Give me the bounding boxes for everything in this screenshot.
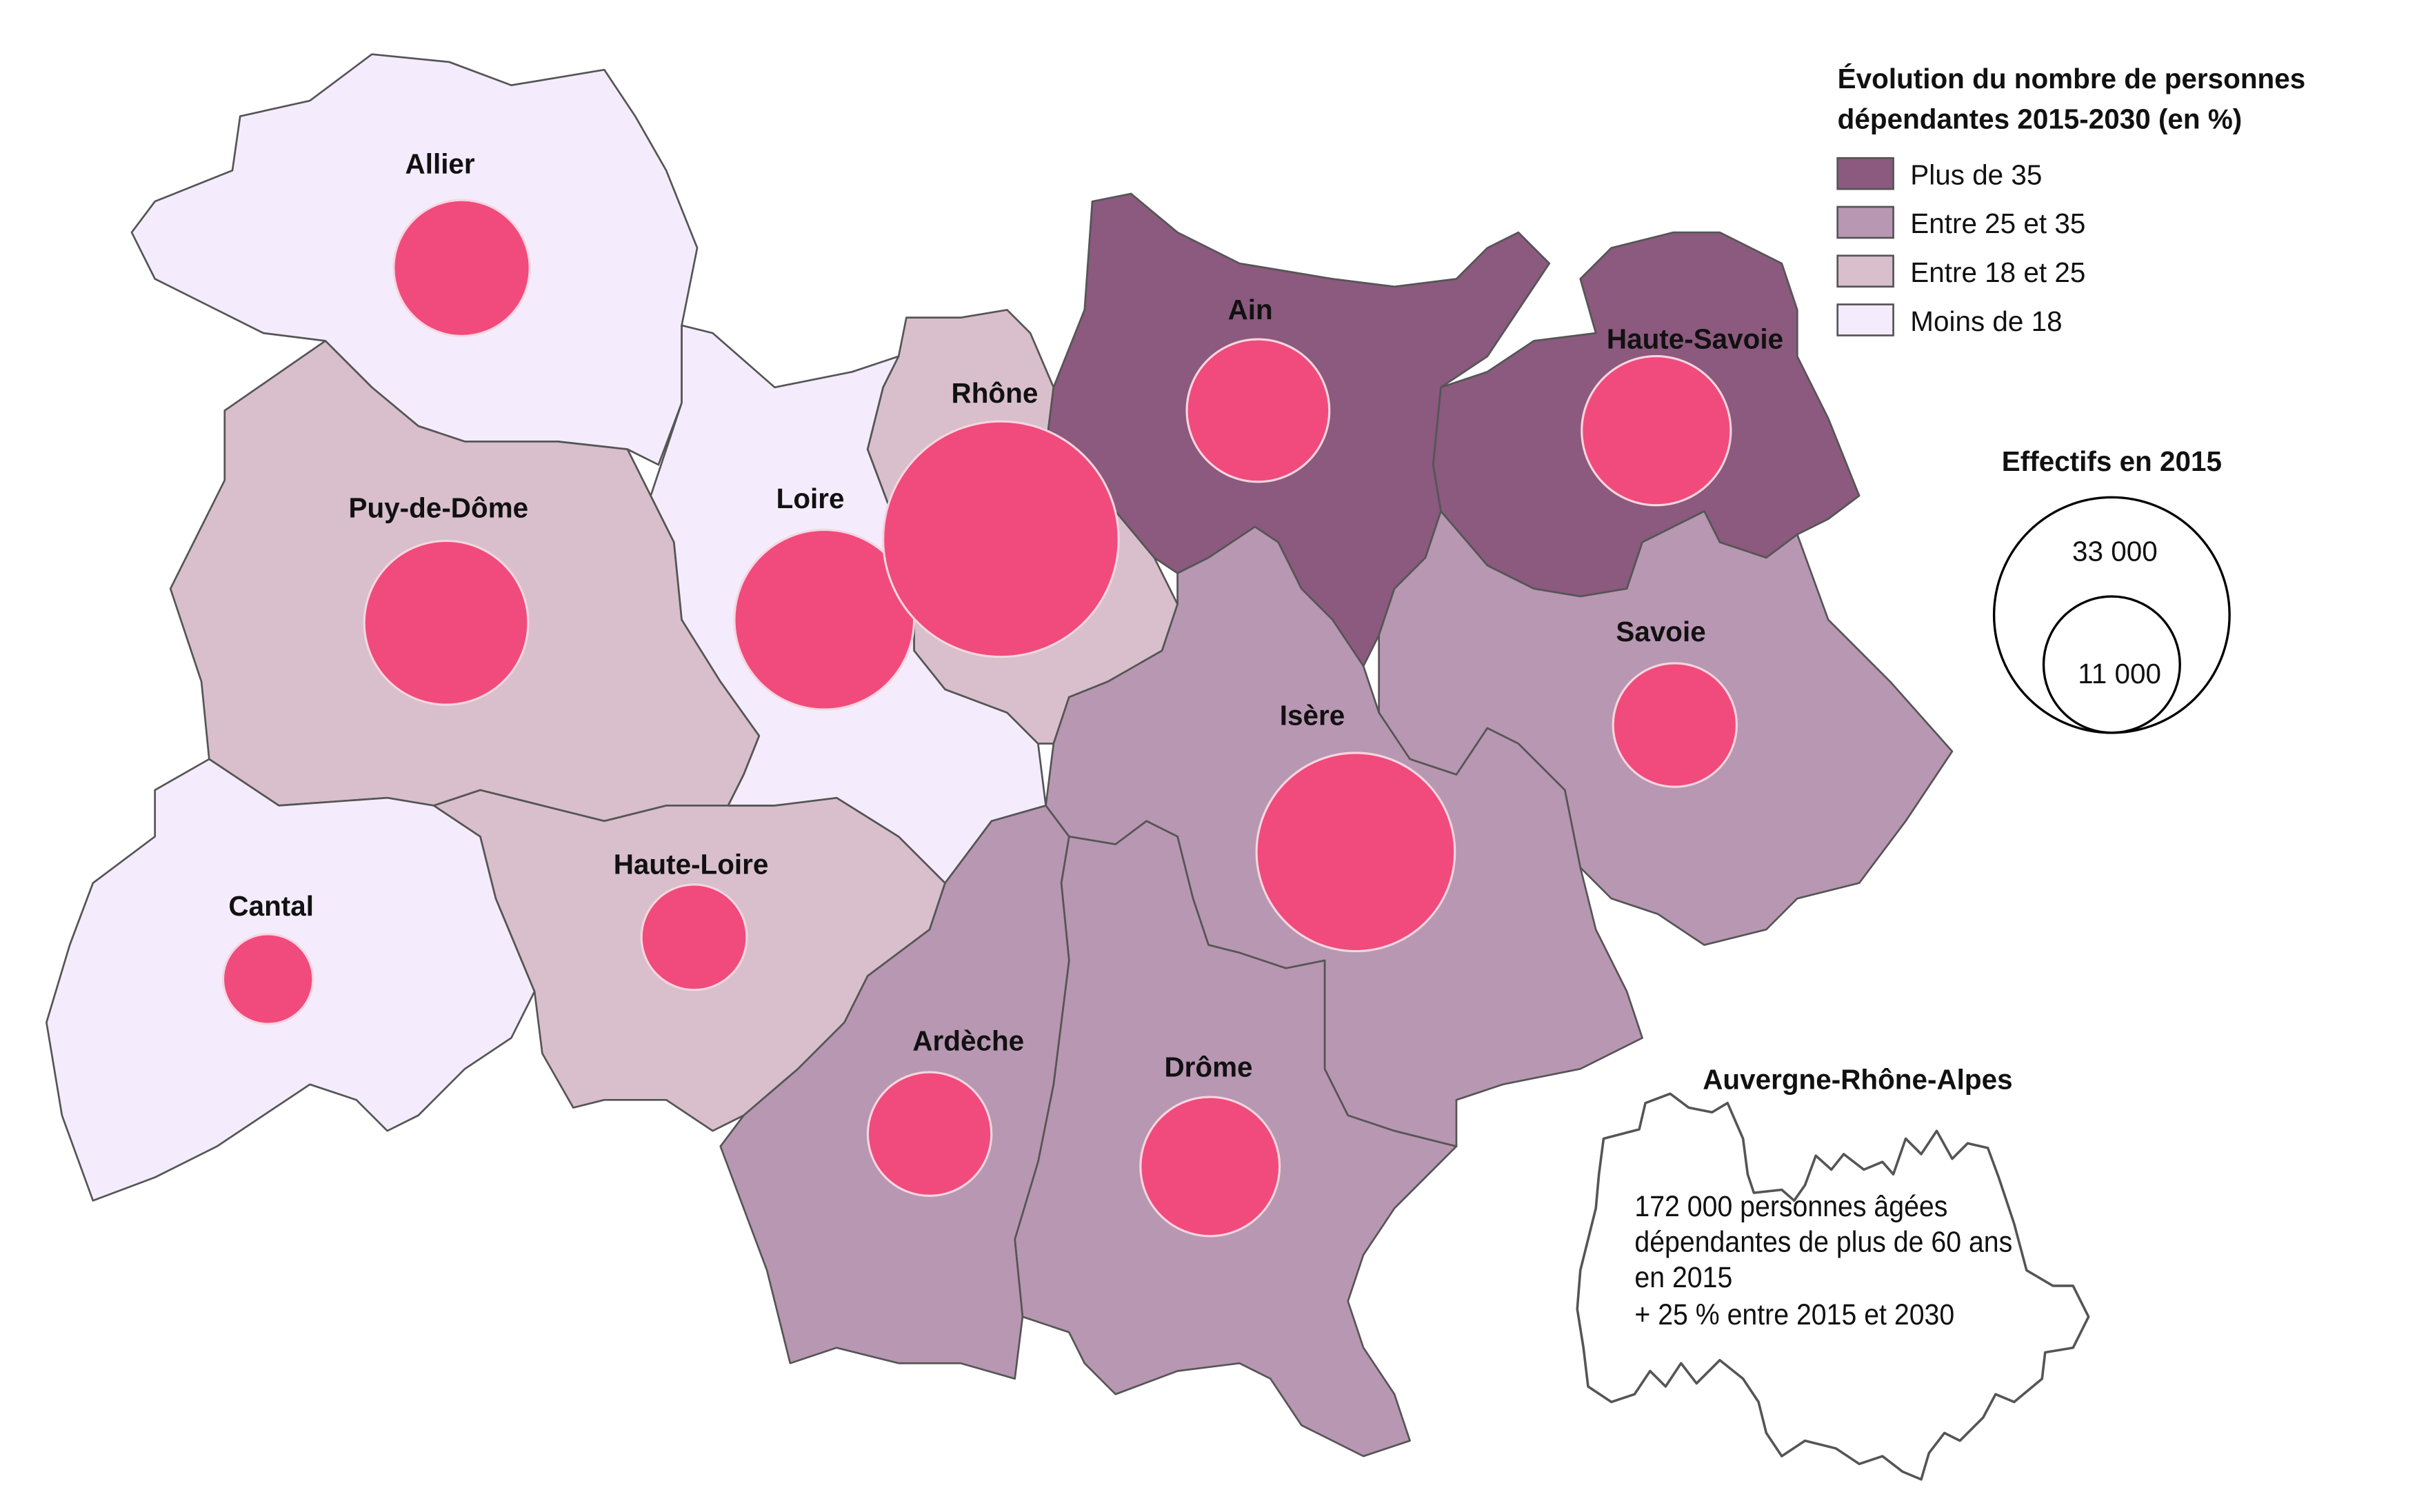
bubbles-layer	[221, 199, 1738, 1238]
color-legend: Évolution du nombre de personnes dépenda…	[1836, 63, 2306, 337]
department-label-loire: Loire	[776, 483, 845, 514]
size-legend: Effectifs en 2015 33 000 11 000	[1992, 445, 2231, 734]
legend-label: Entre 25 et 35	[1910, 208, 2085, 239]
bubble-isere	[1255, 752, 1456, 953]
size-legend-title: Effectifs en 2015	[2002, 445, 2222, 477]
inset-line-2: dépendantes de plus de 60 ans	[1634, 1225, 2012, 1258]
legend-swatch	[1836, 254, 1894, 288]
bubble-ardeche	[866, 1071, 993, 1197]
size-legend-large-label: 33 000	[2072, 535, 2158, 567]
bubble-hloire	[640, 883, 748, 991]
department-label-hsavoie: Haute-Savoie	[1607, 323, 1783, 355]
legend-swatch	[1836, 205, 1894, 239]
inset-title: Auvergne-Rhône-Alpes	[1703, 1064, 2012, 1096]
department-label-hloire: Haute-Loire	[614, 848, 769, 880]
bubble-ain	[1185, 338, 1331, 483]
legend-label: Entre 18 et 25	[1910, 256, 2085, 288]
legend-swatch	[1836, 157, 1894, 190]
inset-line-4: + 25 % entre 2015 et 2030	[1634, 1298, 1954, 1331]
department-label-rhone: Rhône	[952, 377, 1039, 409]
department-label-allier: Allier	[405, 148, 475, 180]
bubble-allier	[392, 199, 531, 337]
bubble-puy	[363, 539, 530, 706]
bubble-hsavoie	[1581, 355, 1732, 507]
department-label-puy: Puy-de-Dôme	[349, 492, 529, 523]
bubble-rhone	[882, 420, 1120, 658]
department-label-isere: Isère	[1280, 700, 1345, 732]
size-legend-small-circle	[2042, 595, 2181, 734]
labels-layer: Allier Puy-de-Dôme Cantal Haute-Loire Loire R…	[228, 148, 1783, 1083]
bubble-savoie	[1612, 662, 1738, 788]
size-legend-large-circle	[1992, 496, 2231, 734]
department-label-savoie: Savoie	[1616, 616, 1705, 647]
region-inset: Auvergne-Rhône-Alpes 172 000 personnes â…	[1576, 1064, 2090, 1481]
legend-label: Plus de 35	[1910, 159, 2042, 190]
legend-title-line1: Évolution du nombre de personnes	[1838, 63, 2306, 94]
legend-label: Moins de 18	[1910, 305, 2062, 337]
department-label-drome: Drôme	[1164, 1051, 1252, 1083]
bubble-drome	[1139, 1096, 1281, 1238]
bubble-cantal	[221, 933, 314, 1025]
region-outline	[1576, 1092, 2090, 1481]
department-label-cantal: Cantal	[228, 890, 314, 922]
department-label-ain: Ain	[1228, 294, 1273, 325]
legend-title-line2: dépendantes 2015-2030 (en %)	[1838, 103, 2243, 135]
legend-swatch	[1836, 303, 1894, 336]
size-legend-small-label: 11 000	[2078, 658, 2161, 689]
department-label-ardeche: Ardèche	[912, 1025, 1024, 1056]
inset-line-1: 172 000 personnes âgées	[1634, 1189, 1947, 1222]
inset-line-3: en 2015	[1634, 1261, 1732, 1294]
